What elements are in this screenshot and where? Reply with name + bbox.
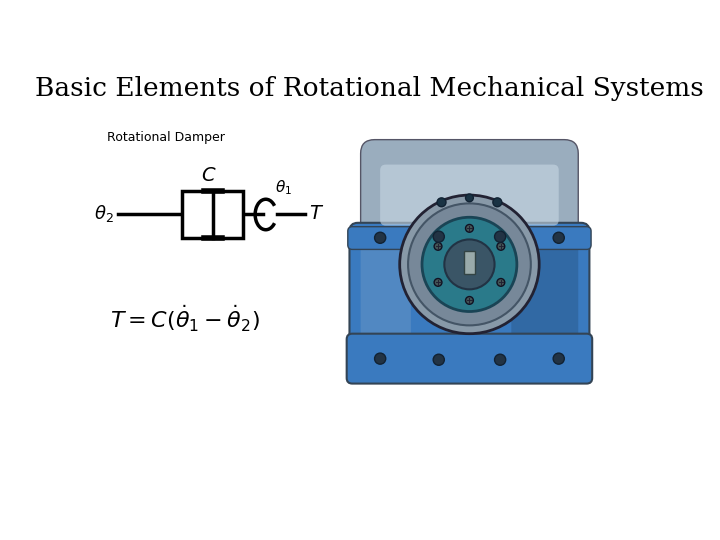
- Bar: [464, 251, 475, 274]
- Circle shape: [422, 217, 517, 312]
- Circle shape: [493, 198, 502, 207]
- Circle shape: [433, 354, 444, 365]
- Text: $\theta_1$: $\theta_1$: [275, 178, 292, 197]
- Circle shape: [374, 353, 386, 364]
- Circle shape: [466, 225, 473, 232]
- Text: $\theta_2$: $\theta_2$: [94, 203, 114, 224]
- Text: $T = C(\dot{\theta}_1 - \dot{\theta}_2)$: $T = C(\dot{\theta}_1 - \dot{\theta}_2)$: [109, 303, 259, 334]
- Bar: [182, 191, 243, 238]
- Circle shape: [497, 279, 505, 286]
- Circle shape: [437, 198, 446, 207]
- Circle shape: [444, 239, 495, 289]
- FancyBboxPatch shape: [511, 231, 578, 370]
- Ellipse shape: [355, 170, 590, 381]
- FancyBboxPatch shape: [348, 227, 591, 249]
- Text: Basic Elements of Rotational Mechanical Systems: Basic Elements of Rotational Mechanical …: [35, 76, 703, 101]
- FancyBboxPatch shape: [349, 223, 590, 378]
- Circle shape: [553, 353, 564, 364]
- Circle shape: [497, 242, 505, 250]
- Circle shape: [495, 354, 505, 365]
- Circle shape: [374, 232, 386, 244]
- Circle shape: [434, 279, 442, 286]
- Text: $T$: $T$: [309, 204, 324, 223]
- Circle shape: [434, 242, 442, 250]
- Circle shape: [408, 204, 531, 326]
- Circle shape: [466, 194, 473, 202]
- FancyBboxPatch shape: [361, 140, 578, 253]
- Circle shape: [466, 296, 473, 305]
- Text: Rotational Damper: Rotational Damper: [107, 131, 225, 144]
- Circle shape: [553, 232, 564, 244]
- FancyBboxPatch shape: [380, 165, 559, 226]
- Text: $C$: $C$: [201, 166, 216, 185]
- Circle shape: [400, 195, 539, 334]
- FancyBboxPatch shape: [361, 231, 411, 370]
- Circle shape: [495, 231, 505, 242]
- Circle shape: [433, 231, 444, 242]
- FancyBboxPatch shape: [347, 334, 593, 383]
